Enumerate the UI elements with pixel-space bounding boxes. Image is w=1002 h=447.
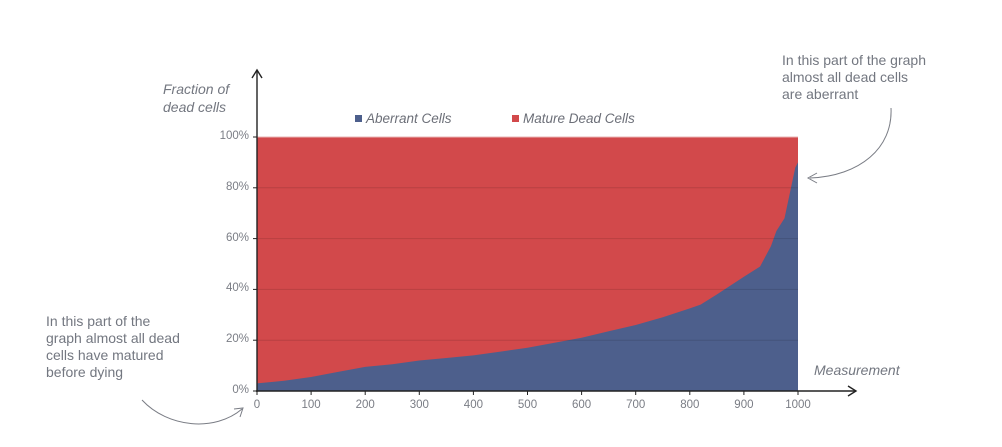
x-tick-label: 700 xyxy=(626,399,646,411)
area-aberrant-cells xyxy=(257,162,798,391)
legend-label-aberrant: Aberrant Cells xyxy=(366,111,452,126)
annotation-arrow-top-right xyxy=(809,107,892,179)
x-tick-label: 800 xyxy=(680,399,700,411)
plot-area xyxy=(251,68,858,397)
x-tick-label: 400 xyxy=(463,399,483,411)
y-axis-arrow-icon xyxy=(251,68,263,79)
y-tick-label: 60% xyxy=(225,231,249,244)
y-tick-label: 0% xyxy=(232,384,249,396)
annotation-arrowhead-top-right xyxy=(806,172,818,184)
y-tick-label: 100% xyxy=(219,130,249,142)
x-tick-label: 300 xyxy=(409,399,429,411)
annotation-arrowhead-bottom-left xyxy=(233,407,244,418)
x-axis-arrow-icon xyxy=(847,385,858,397)
legend-item-aberrant: Aberrant Cells xyxy=(355,111,452,126)
x-axis-label: Measurement xyxy=(814,362,900,378)
y-axis-label: Fraction of dead cells xyxy=(163,81,230,115)
annotation-arrow-bottom-left xyxy=(141,399,243,425)
x-tick-label: 100 xyxy=(301,399,321,411)
x-tick-label: 200 xyxy=(355,399,375,411)
x-tick-label: 500 xyxy=(517,399,538,411)
legend-item-mature: Mature Dead Cells xyxy=(512,111,635,126)
annotation-bottom-left: In this part of the graph almost all dea… xyxy=(46,313,180,380)
y-tick-label: 20% xyxy=(225,333,249,346)
y-tick-label: 40% xyxy=(225,282,249,295)
y-tick-label: 80% xyxy=(225,180,249,193)
legend-swatch-mature xyxy=(512,115,519,122)
x-tick-label: 600 xyxy=(572,399,592,411)
annotation-top-right: In this part of the graph almost all dea… xyxy=(782,52,926,102)
legend-swatch-aberrant xyxy=(355,115,362,122)
legend-label-mature: Mature Dead Cells xyxy=(523,111,635,126)
x-tick-label: 1000 xyxy=(785,399,811,411)
x-tick-label: 900 xyxy=(734,399,754,411)
x-tick-label: 0 xyxy=(253,399,261,411)
